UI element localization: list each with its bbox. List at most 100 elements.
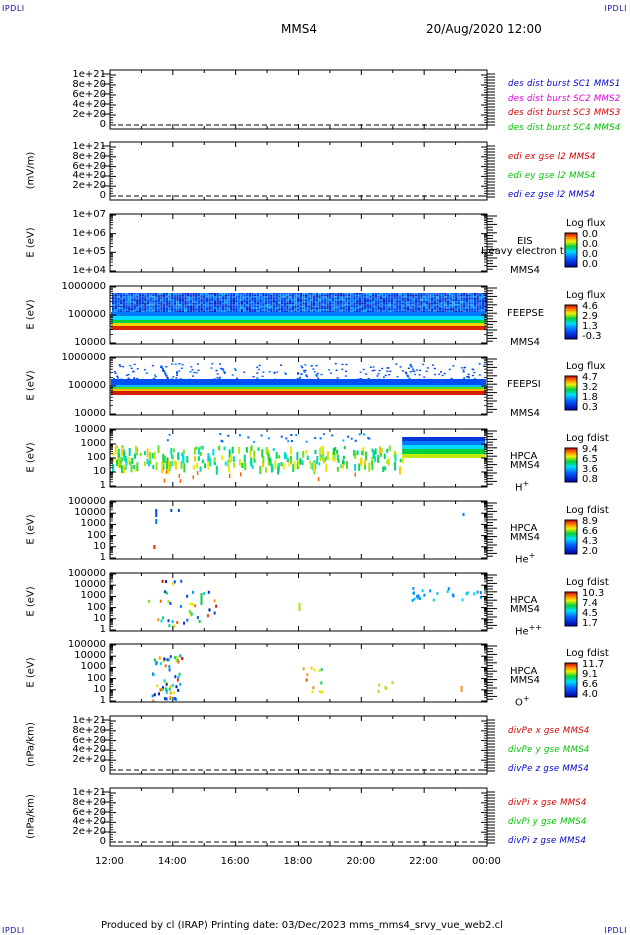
spectrogram-cell bbox=[377, 689, 380, 693]
spectrogram-cell bbox=[199, 451, 202, 456]
instrument-spacecraft: MMS4 bbox=[510, 265, 540, 276]
spectrogram-cell bbox=[428, 297, 431, 300]
spectrogram-cell bbox=[484, 304, 487, 306]
spectrogram-cell bbox=[176, 656, 179, 660]
spectrogram-cell bbox=[414, 297, 418, 300]
spectrogram-cell bbox=[283, 310, 286, 313]
spectrogram-cell bbox=[167, 619, 170, 623]
spectrogram-cell bbox=[297, 460, 300, 466]
spectrogram-cell bbox=[294, 301, 297, 303]
spectrogram-cell bbox=[291, 305, 294, 308]
spectrogram-cell bbox=[418, 597, 421, 601]
spectrogram-cell bbox=[460, 302, 463, 305]
spectrogram-cell bbox=[313, 302, 316, 305]
spectrogram-cell bbox=[222, 369, 225, 371]
spectrogram-cell bbox=[398, 307, 402, 309]
spectrogram-cell bbox=[211, 309, 214, 311]
spectrogram-cell bbox=[366, 310, 369, 313]
spectrogram-cell bbox=[479, 310, 482, 313]
spectrogram-cell bbox=[183, 463, 186, 473]
spectrogram-cell bbox=[112, 305, 115, 308]
spectrogram-cell bbox=[264, 293, 268, 295]
spectrogram-cell bbox=[439, 371, 442, 373]
spectrogram-cell bbox=[355, 297, 359, 300]
spectrogram-cell bbox=[296, 294, 300, 297]
spectrogram-cell bbox=[449, 297, 453, 300]
spectrogram-cell bbox=[259, 466, 262, 475]
spectrogram-cell bbox=[358, 310, 361, 313]
spectrogram-cell bbox=[128, 294, 131, 297]
spectrogram-cell bbox=[221, 299, 225, 301]
spectrogram-cell bbox=[211, 293, 214, 295]
spectrogram-cell bbox=[219, 304, 222, 306]
spectrogram-cell bbox=[251, 297, 254, 300]
spectrogram-cell bbox=[122, 296, 126, 298]
spectrogram-cell bbox=[479, 299, 482, 301]
spectrogram-cell bbox=[471, 310, 474, 313]
spectrogram-cell bbox=[179, 654, 182, 658]
y-tick-label: 10 bbox=[93, 466, 106, 477]
spectrogram-cell bbox=[473, 378, 476, 380]
spectrogram-cell bbox=[166, 439, 169, 442]
spectrogram-cell bbox=[117, 293, 120, 295]
band-cyan bbox=[111, 385, 486, 387]
spectrogram-cell bbox=[345, 294, 348, 297]
spectrogram-cell bbox=[304, 294, 308, 297]
spectrogram-cell bbox=[173, 294, 177, 297]
spectrogram-cell bbox=[369, 302, 372, 305]
spectrogram-cell bbox=[420, 304, 423, 306]
spectrogram-cell bbox=[322, 433, 325, 436]
spectrogram-cell bbox=[157, 304, 160, 306]
colorbar-value: 0.0 bbox=[582, 229, 598, 240]
spectrogram-cell bbox=[377, 293, 380, 295]
spectrogram-cell bbox=[452, 304, 455, 306]
spectrogram-cell bbox=[334, 447, 337, 452]
spectrogram-cell bbox=[146, 310, 150, 313]
spectrogram-cell bbox=[128, 307, 131, 309]
spectrogram-cell bbox=[168, 687, 171, 691]
spectrogram-cell bbox=[181, 310, 185, 313]
spectrogram-cell bbox=[280, 304, 284, 306]
spectrogram-cell bbox=[151, 694, 154, 698]
spectrogram-cell bbox=[329, 293, 332, 295]
spectrogram-cell bbox=[112, 309, 115, 311]
spectrogram-cell bbox=[304, 301, 308, 303]
spectrogram-cell bbox=[404, 297, 407, 300]
spectrogram-cell bbox=[128, 297, 131, 300]
spectrogram-cell bbox=[187, 304, 190, 306]
spectrogram-cell bbox=[355, 310, 359, 313]
spectrogram-cell bbox=[262, 301, 265, 303]
spectrogram-cell bbox=[361, 294, 364, 297]
spectrogram-cell bbox=[224, 310, 227, 313]
spectrogram-cell bbox=[430, 293, 434, 295]
y-tick-label: 1000000 bbox=[61, 352, 106, 363]
spectrogram-cell bbox=[318, 310, 321, 313]
spectrogram-cell bbox=[192, 302, 195, 305]
spectrogram-cell bbox=[181, 307, 185, 309]
spectrogram-cell bbox=[337, 304, 340, 306]
spectrogram-cell bbox=[419, 369, 422, 372]
spectrogram-cell bbox=[235, 297, 238, 300]
spectrogram-cell bbox=[334, 457, 337, 462]
spectrogram-cell bbox=[118, 364, 121, 366]
spectrogram-cell bbox=[420, 309, 423, 311]
spectrogram-cell bbox=[235, 294, 238, 297]
spectrogram-cell bbox=[412, 310, 415, 313]
spectrogram-cell bbox=[213, 305, 217, 308]
spectrogram-cell bbox=[213, 297, 217, 300]
spectrogram-cell bbox=[313, 309, 316, 311]
spectrogram-cell bbox=[334, 307, 337, 309]
spectrogram-cell bbox=[235, 305, 238, 308]
spectrogram-cell bbox=[157, 305, 160, 308]
spectrogram-cell bbox=[264, 294, 268, 297]
spectrogram-cell bbox=[179, 309, 182, 311]
colorbar-value: 11.7 bbox=[582, 659, 605, 670]
spectrogram-cell bbox=[428, 294, 431, 297]
spectrogram-cell bbox=[172, 376, 175, 378]
spectrogram-cell bbox=[468, 302, 471, 305]
spectrogram-cell bbox=[299, 299, 302, 301]
spectrogram-cell bbox=[342, 301, 345, 303]
spectrogram-cell bbox=[449, 302, 453, 305]
spectrogram-cell bbox=[162, 293, 166, 295]
y-tick-label: 1 bbox=[99, 552, 106, 563]
